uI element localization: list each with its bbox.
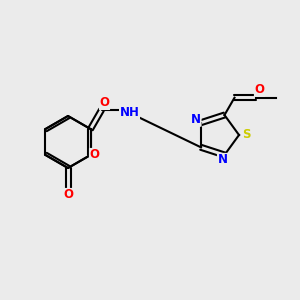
Text: O: O — [63, 188, 73, 202]
Text: O: O — [254, 83, 265, 96]
Text: S: S — [242, 128, 250, 142]
Text: N: N — [191, 113, 201, 126]
Text: O: O — [100, 96, 110, 110]
Text: NH: NH — [120, 106, 140, 119]
Text: O: O — [89, 148, 100, 161]
Text: N: N — [218, 154, 227, 166]
